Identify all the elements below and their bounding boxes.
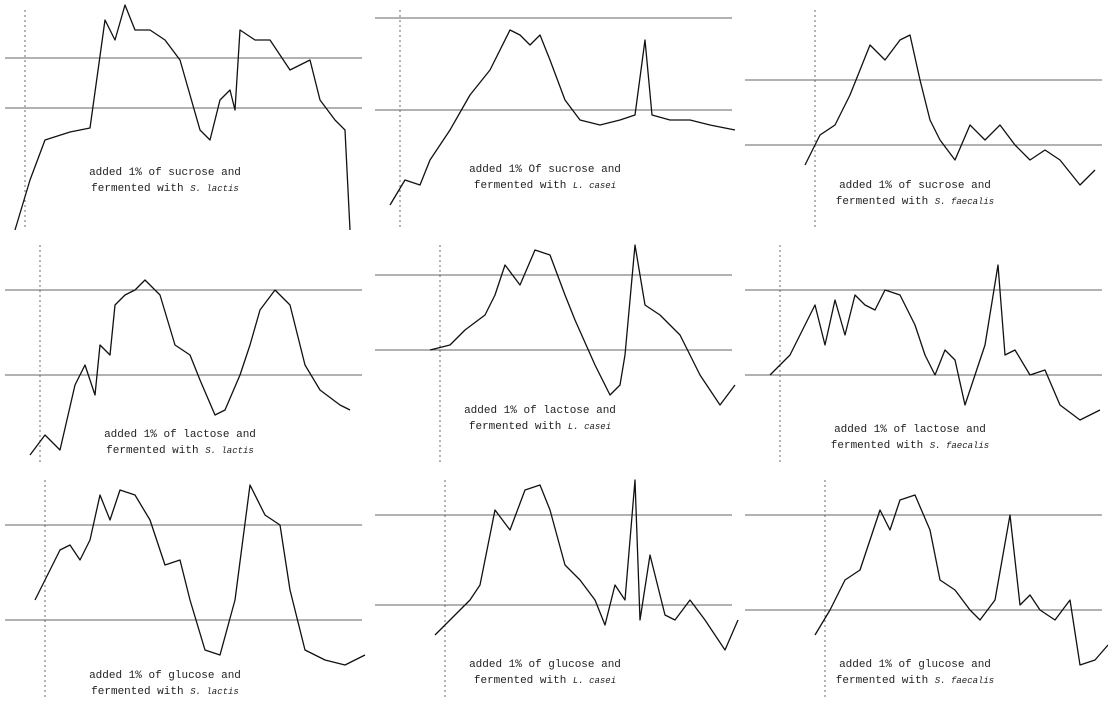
caption-line-1: added 1% Of sucrose and [469,164,621,176]
trace [35,485,365,665]
panel: added 1% of lactose and fermented with S.… [745,245,1102,463]
trace [15,5,350,230]
caption-prefix: fermented with [474,180,566,192]
caption-line-2: fermented with S. lactis [91,183,239,195]
trace [435,480,738,650]
caption-line-2: fermented with S. faecalis [831,440,989,452]
caption-species: S. lactis [190,687,239,697]
caption-line-2: fermented with S. lactis [106,445,254,457]
caption-species: S. faecalis [930,441,989,451]
caption-species: S. lactis [205,446,254,456]
caption-species: L. casei [573,676,616,686]
panel: added 1% of glucose and fermented with S.… [745,480,1108,698]
caption-line-1: added 1% of sucrose and [89,167,241,179]
caption-line-2: fermented with L. casei [469,421,611,433]
caption-prefix: fermented with [469,421,561,433]
panel: added 1% of lactose and fermented with S.… [5,245,362,463]
caption-species: S. faecalis [935,676,994,686]
caption-line-1: added 1% of lactose and [834,424,986,436]
caption-species: S. lactis [190,184,239,194]
caption-species: L. casei [573,181,616,191]
caption-line-2: fermented with L. casei [474,675,616,687]
caption-line-2: fermented with S. faecalis [836,675,994,687]
panel: added 1% of glucose and fermented with L.… [375,480,738,698]
caption-prefix: fermented with [836,675,928,687]
caption-prefix: fermented with [474,675,566,687]
caption-species: S. faecalis [935,197,994,207]
caption-prefix: fermented with [91,686,183,698]
trace [770,265,1100,420]
caption-prefix: fermented with [831,440,923,452]
caption-line-1: added 1% of glucose and [89,670,241,682]
caption-line-1: added 1% of glucose and [469,659,621,671]
caption-prefix: fermented with [106,445,198,457]
panel: added 1% of lactose and fermented with L.… [375,245,735,463]
caption-line-2: fermented with S. faecalis [836,196,994,208]
caption-line-1: added 1% of lactose and [464,405,616,417]
panel: added 1% Of sucrose and fermented with L.… [375,10,735,228]
caption-line-2: fermented with L. casei [474,180,616,192]
caption-species: L. casei [568,422,611,432]
trace [430,245,735,405]
caption-prefix: fermented with [836,196,928,208]
trace [390,30,735,205]
caption-line-1: added 1% of glucose and [839,659,991,671]
page: added 1% of sucrose and fermented with S.… [0,0,1108,704]
caption-line-1: added 1% of lactose and [104,429,256,441]
panel: added 1% of sucrose and fermented with S.… [745,10,1102,228]
caption-prefix: fermented with [91,183,183,195]
trace [815,495,1108,665]
trace [805,35,1095,185]
panel: added 1% of glucose and fermented with S.… [5,480,365,698]
figure: added 1% of sucrose and fermented with S.… [0,0,1108,704]
caption-line-2: fermented with S. lactis [91,686,239,698]
caption-line-1: added 1% of sucrose and [839,180,991,192]
panel: added 1% of sucrose and fermented with S.… [5,5,362,230]
